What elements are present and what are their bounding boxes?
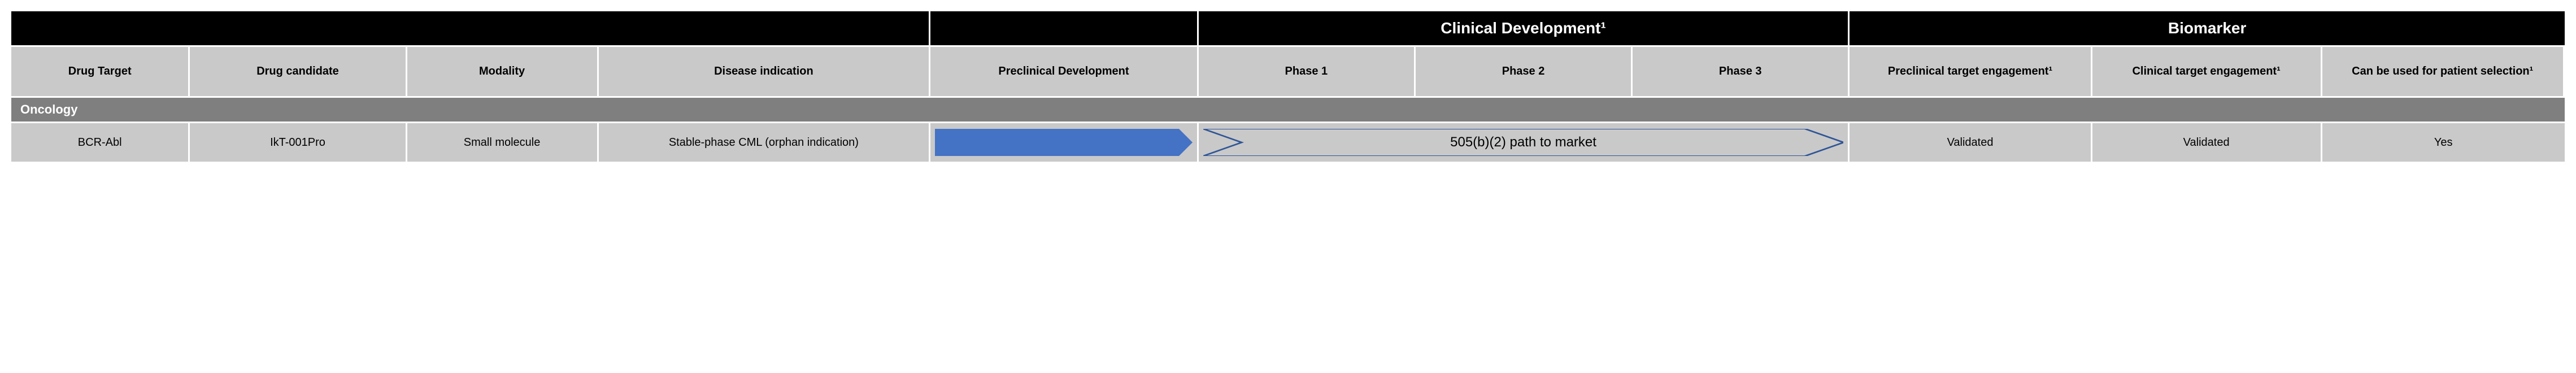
category-oncology: Oncology xyxy=(11,96,2565,122)
col-clinical-target: Clinical target engagement¹ xyxy=(2092,45,2322,96)
outline-arrow-label: 505(b)(2) path to market xyxy=(1203,129,1844,156)
col-phase1: Phase 1 xyxy=(1199,45,1416,96)
col-preclin-target: Preclinical target engagement¹ xyxy=(1850,45,2092,96)
cell-clinical-path-arrow: 505(b)(2) path to market xyxy=(1199,122,1850,162)
col-modality: Modality xyxy=(407,45,599,96)
cell-patient-selection: Yes xyxy=(2322,122,2565,162)
cell-drug-candidate: IkT-001Pro xyxy=(190,122,407,162)
top-header-preclin-blank xyxy=(930,11,1199,45)
solid-arrow-icon xyxy=(935,129,1193,156)
outline-arrow-icon: 505(b)(2) path to market xyxy=(1203,129,1844,156)
cell-drug-target: BCR-Abl xyxy=(11,122,190,162)
cell-modality: Small molecule xyxy=(407,122,599,162)
cell-preclinical-arrow xyxy=(930,122,1199,162)
cell-preclin-target: Validated xyxy=(1850,122,2092,162)
top-header-biomarker: Biomarker xyxy=(1850,11,2565,45)
col-phase3: Phase 3 xyxy=(1633,45,1850,96)
top-header-clinical-dev: Clinical Development¹ xyxy=(1199,11,1850,45)
col-preclinical-dev: Preclinical Development xyxy=(930,45,1199,96)
col-disease-indication: Disease indication xyxy=(599,45,931,96)
cell-clinical-target: Validated xyxy=(2092,122,2322,162)
top-header-blank xyxy=(11,11,930,45)
col-patient-selection: Can be used for patient selection¹ xyxy=(2322,45,2565,96)
col-drug-candidate: Drug candidate xyxy=(190,45,407,96)
col-drug-target: Drug Target xyxy=(11,45,190,96)
cell-disease-indication: Stable-phase CML (orphan indication) xyxy=(599,122,931,162)
pipeline-table: Clinical Development¹ Biomarker Drug Tar… xyxy=(11,11,2565,162)
col-phase2: Phase 2 xyxy=(1416,45,1633,96)
